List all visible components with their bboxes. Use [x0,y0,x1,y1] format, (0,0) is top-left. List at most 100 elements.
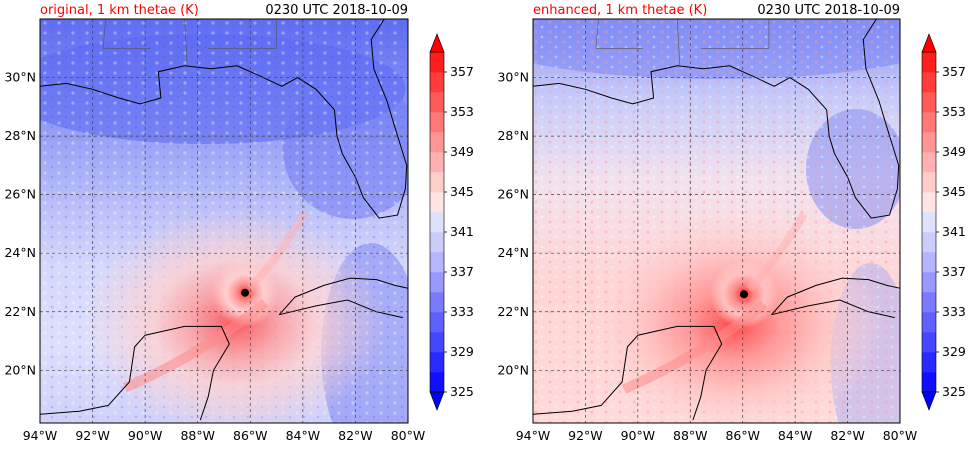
colorbar-tick-label: 349 [450,144,474,159]
border-line [184,19,188,66]
colorbar-segment [922,132,936,153]
colorbar-segment [430,72,444,93]
colorbar-segment [922,172,936,193]
border-line [595,19,644,49]
cuba-south-coast [771,299,895,319]
panel-time-label: 0230 UTC 2018-10-09 [757,3,900,18]
rain-band [746,212,808,293]
colorbar-segment [430,172,444,193]
rain-band [247,210,309,291]
x-tick-label: 82°W [830,428,865,443]
map-frame [39,18,409,424]
colorbar-segment [922,352,936,373]
panel-enhanced: enhanced, 1 km thetae (K) 0230 UTC 2018-1… [497,3,966,443]
y-tick-label: 26°N [497,187,529,202]
colorbar-tick-label: 349 [942,144,966,159]
colorbar-tick-label: 357 [942,64,966,79]
y-tick-label: 30°N [4,70,36,85]
colorbar-tick-label: 333 [942,304,966,319]
panel-title: original, 1 km thetae (K) [40,3,199,18]
colorbar-tick-label: 341 [942,224,966,239]
colorbar-segment [922,52,936,73]
x-tick-label: 94°W [516,428,551,443]
rain-band [123,298,269,393]
colorbar-tick-label: 333 [450,304,474,319]
colorbar-min-extension [429,391,445,411]
x-tick-label: 82°W [338,428,373,443]
colorbar-tick-label: 325 [942,384,966,399]
colorbar-segment [430,152,444,173]
y-tick-label: 28°N [497,128,529,143]
panel-title: enhanced, 1 km thetae (K) [533,3,707,18]
x-tick-label: 90°W [621,428,656,443]
colorbar-segment [430,252,444,273]
colorbar-segment [430,192,444,213]
colorbar-tick-label: 345 [450,184,474,199]
colorbar-tick-label: 341 [450,224,474,239]
x-tick-label: 90°W [128,428,163,443]
cuba-north-coast [771,277,900,316]
colorbar-segment [430,372,444,393]
cuba-south-coast [279,299,403,319]
gulf-coast [40,19,408,219]
storm-center-marker [241,288,250,297]
colorbar-segment [430,212,444,233]
colorbar-frame [429,51,445,393]
colorbar-segment [922,232,936,253]
colorbar-max-extension [921,33,937,53]
panel-original: original, 1 km thetae (K) 0230 UTC 2018-1… [4,3,474,443]
colorbar-segment [430,312,444,333]
map-frame [532,18,901,424]
y-tick-label: 22°N [4,304,36,319]
border-line [208,19,277,49]
colorbar-segment [922,312,936,333]
border-line [102,19,151,49]
colorbar-frame [921,51,937,393]
x-tick-label: 92°W [75,428,110,443]
yucatan-coast [533,325,723,421]
colorbar-tick-label: 325 [450,384,474,399]
colorbar-tick-label: 353 [942,104,966,119]
x-tick-label: 86°W [233,428,268,443]
y-tick-label: 22°N [497,304,529,319]
y-tick-label: 24°N [497,245,529,260]
map-field [40,19,408,423]
colorbar-segment [430,112,444,133]
colorbar-segment [922,272,936,293]
colorbar-min-extension [921,391,937,411]
colorbar-tick-label: 329 [942,344,966,359]
colorbar-segment [922,152,936,173]
rain-band [622,300,768,394]
colorbar-segment [922,332,936,353]
colorbar-segment [430,292,444,313]
y-tick-label: 30°N [497,70,529,85]
x-tick-label: 88°W [180,428,215,443]
colorbar-tick-label: 337 [450,264,474,279]
cuba-north-coast [278,277,408,316]
colorbar-segment [430,92,444,113]
political-borders [595,19,770,423]
y-tick-label: 26°N [4,187,36,202]
political-borders [102,19,277,423]
x-tick-label: 92°W [568,428,603,443]
colorbar-segment [922,372,936,393]
colorbar-segment [430,352,444,373]
colorbar-segment [922,292,936,313]
coastline [40,19,408,421]
storm-center-marker [740,290,749,299]
colorbar: 357 353 349 345 341 337 333 329 325 [921,33,966,411]
x-tick-label: 88°W [673,428,708,443]
colorbar-tick-label: 357 [450,64,474,79]
colorbar-segment [430,232,444,253]
colorbar-segment [922,92,936,113]
yucatan-coast [40,325,230,421]
y-tick-label: 20°N [4,362,36,377]
colorbar-segment [922,212,936,233]
coastline [533,19,900,421]
colorbar-segment [430,52,444,73]
colorbar-max-extension [429,33,445,53]
x-tick-label: 94°W [23,428,58,443]
x-tick-label: 84°W [778,428,813,443]
y-tick-label: 24°N [4,245,36,260]
